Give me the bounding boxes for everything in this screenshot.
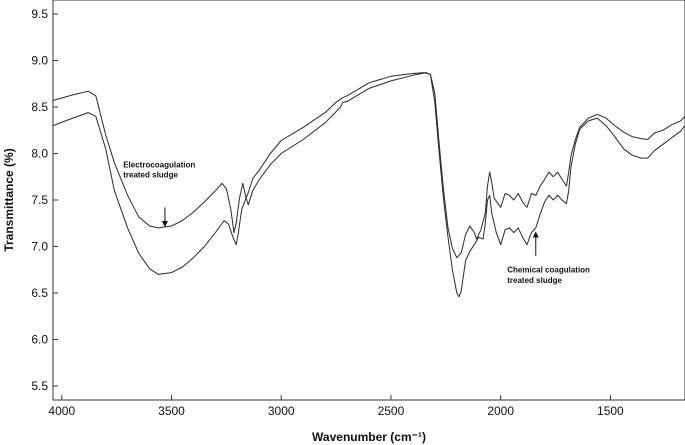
x-tick-label: 2000 bbox=[487, 404, 514, 418]
y-tick-label: 6.0 bbox=[31, 333, 48, 347]
annotation-label: Electrocoagulation bbox=[123, 160, 195, 169]
x-tick-label: 1500 bbox=[597, 404, 624, 418]
y-tick-label: 7.5 bbox=[31, 193, 48, 207]
annotation-label: treated sludge bbox=[123, 171, 178, 180]
annotation-label: treated sludge bbox=[507, 276, 562, 285]
y-tick-label: 5.5 bbox=[31, 379, 48, 393]
x-tick-label: 4000 bbox=[48, 404, 75, 418]
annotation-label: Chemical coagulation bbox=[507, 266, 590, 275]
y-tick-label: 9.5 bbox=[31, 7, 48, 21]
series-group bbox=[52, 72, 685, 298]
spectrum-line-1 bbox=[52, 72, 685, 259]
y-tick-label: 9.0 bbox=[31, 53, 48, 67]
x-tick-label: 3500 bbox=[158, 404, 185, 418]
y-tick-label: 7.0 bbox=[31, 240, 48, 254]
plot-frame bbox=[52, 0, 685, 401]
y-tick-label: 8.0 bbox=[31, 146, 48, 160]
x-tick-label: 2500 bbox=[378, 404, 405, 418]
y-axis: 5.5 6.0 6.5 7.0 7.5 8.0 8.5 9.0 9.5 bbox=[31, 7, 58, 393]
y-tick-label: 8.5 bbox=[31, 100, 48, 114]
y-tick-label: 6.5 bbox=[31, 286, 48, 300]
x-axis: 4000 3500 3000 2500 2000 1500 bbox=[48, 395, 624, 418]
spectrum-line-2 bbox=[52, 72, 685, 298]
y-axis-title: Transmittance (%) bbox=[2, 148, 16, 251]
x-tick-label: 3000 bbox=[268, 404, 295, 418]
x-axis-title: Wavenumber (cm⁻¹) bbox=[312, 430, 426, 444]
